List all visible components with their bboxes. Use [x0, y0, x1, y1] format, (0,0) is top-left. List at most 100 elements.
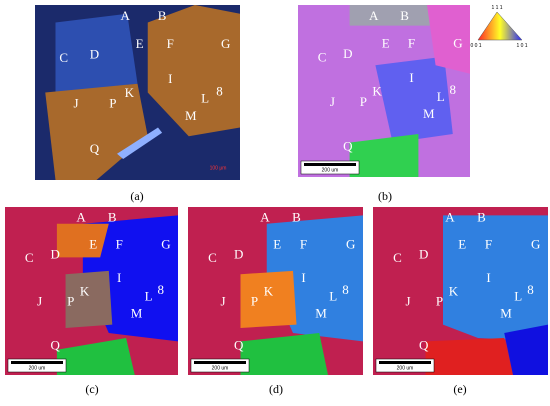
grain-label: J	[220, 294, 225, 309]
grain-label: K	[125, 85, 135, 100]
grain-label: J	[73, 96, 78, 111]
grain-label: B	[158, 8, 167, 23]
grain-label: G	[161, 237, 170, 252]
grain-label: K	[80, 284, 90, 299]
grain-label: B	[108, 210, 117, 225]
grain-label: K	[264, 284, 274, 299]
grain-label: D	[234, 247, 243, 262]
grain-region	[240, 333, 328, 375]
grain-label: B	[292, 210, 301, 225]
grain-label: M	[315, 306, 327, 321]
grain-label: D	[90, 47, 99, 62]
grain-label: L	[145, 289, 153, 304]
grain-label: 8	[157, 282, 164, 297]
grain-label: P	[67, 294, 74, 309]
grain-label: C	[318, 49, 327, 64]
grain-region	[240, 270, 297, 328]
grain-label: A	[76, 210, 86, 225]
grain-region	[427, 5, 470, 74]
legend-label: 1 0 1	[516, 43, 527, 49]
grain-label: I	[117, 270, 121, 285]
scale-bar-label: 200 um	[29, 365, 46, 371]
scale-bar-label: 100 μm	[210, 165, 227, 171]
grain-label: F	[167, 36, 174, 51]
grain-label: Q	[234, 337, 244, 352]
grain-label: E	[273, 237, 281, 252]
legend-label: 1 1 1	[491, 5, 502, 11]
panel-caption: (d)	[269, 382, 283, 396]
grain-label: D	[419, 247, 428, 262]
scale-bar	[194, 361, 246, 364]
grain-label: F	[300, 237, 307, 252]
grain-label: E	[382, 36, 390, 51]
grain-label: F	[485, 237, 492, 252]
grain-label: J	[405, 294, 410, 309]
scale-bar-label: 200 um	[397, 365, 414, 371]
grain-label: M	[185, 108, 197, 123]
grain-label: E	[89, 237, 97, 252]
scale-bar	[11, 361, 63, 364]
grain-region	[56, 223, 109, 258]
grain-region	[147, 5, 240, 137]
grain-label: P	[251, 294, 258, 309]
grain-region	[375, 56, 453, 143]
grain-label: G	[531, 237, 540, 252]
grain-label: C	[25, 250, 34, 265]
grain-label: C	[59, 50, 68, 65]
grain-label: Q	[50, 337, 60, 352]
grain-region	[504, 324, 548, 375]
grain-label: G	[346, 237, 355, 252]
grain-label: K	[372, 84, 382, 99]
grain-label: E	[136, 36, 144, 51]
grain-label: M	[423, 106, 435, 121]
grain-label: I	[409, 70, 413, 85]
panel-caption: (e)	[453, 382, 466, 396]
grain-label: P	[109, 96, 116, 111]
grain-region	[55, 13, 138, 93]
grain-label: 8	[450, 82, 457, 97]
grain-label: 8	[216, 83, 223, 98]
grain-label: L	[514, 289, 522, 304]
grain-label: A	[121, 8, 131, 23]
grain-label: L	[329, 289, 337, 304]
grain-region	[443, 215, 548, 342]
grain-label: J	[330, 94, 335, 109]
grain-label: E	[458, 237, 466, 252]
legend-label: 0 0 1	[470, 43, 481, 49]
grain-label: L	[437, 89, 445, 104]
grain-region	[56, 338, 135, 375]
grain-label: P	[436, 294, 443, 309]
grain-label: I	[486, 270, 490, 285]
grain-region	[349, 134, 419, 177]
grain-label: A	[260, 210, 270, 225]
grain-region	[117, 127, 163, 159]
scale-bar-label: 200 um	[322, 167, 339, 173]
grain-label: C	[208, 250, 217, 265]
grain-label: J	[37, 294, 42, 309]
grain-label: L	[201, 90, 209, 105]
grain-label: G	[453, 36, 462, 51]
grain-region	[425, 338, 513, 375]
grain-label: M	[131, 306, 143, 321]
grain-label: A	[369, 8, 379, 23]
grain-label: A	[445, 210, 455, 225]
grain-label: F	[408, 36, 415, 51]
grain-label: B	[400, 8, 409, 23]
panel-caption: (c)	[85, 382, 98, 396]
grain-label: D	[343, 46, 352, 61]
grain-region	[65, 270, 113, 328]
scale-bar	[304, 163, 356, 166]
grain-label: P	[360, 94, 367, 109]
grain-label: 8	[342, 282, 349, 297]
panel-caption: (b)	[378, 189, 392, 203]
scale-bar	[379, 361, 431, 364]
grain-label: Q	[419, 337, 429, 352]
grain-label: M	[500, 306, 512, 321]
grain-label: K	[449, 284, 459, 299]
panel-caption: (a)	[130, 189, 143, 203]
grain-label: 8	[527, 282, 534, 297]
scale-bar-label: 200 um	[212, 365, 229, 371]
ipf-triangle-outline	[477, 11, 523, 41]
grain-label: B	[477, 210, 486, 225]
